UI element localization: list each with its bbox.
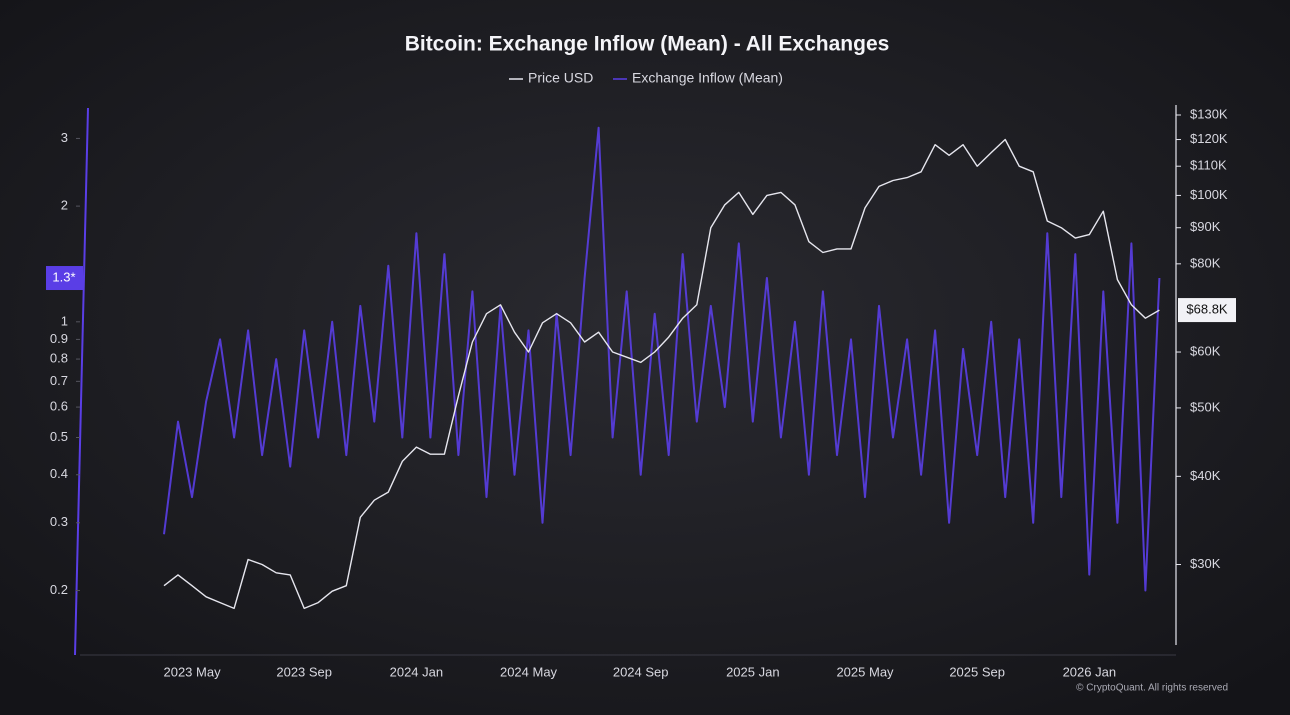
- x-tick-label: 2025 Sep: [949, 664, 1005, 679]
- x-tick-label: 2024 Sep: [613, 664, 669, 679]
- legend-label: Price USD: [528, 70, 593, 86]
- x-tick-label: 2025 Jan: [726, 664, 780, 679]
- current-value-box: [1178, 298, 1236, 323]
- y-axis: [74, 107, 89, 656]
- y-tick-label: 0.7: [50, 373, 68, 388]
- x-tick-label: 2026 Jan: [1063, 664, 1117, 679]
- y2-tick-label: $130K: [1190, 106, 1228, 121]
- legend-label: Exchange Inflow (Mean): [632, 70, 783, 86]
- y2-tick-label: $40K: [1190, 468, 1221, 483]
- current-value-label: $68.8K: [1186, 302, 1228, 317]
- y2-tick-label: $90K: [1190, 219, 1221, 234]
- legend: Price USD Exchange Inflow (Mean): [509, 70, 783, 86]
- y-tick-label: 0.3: [50, 514, 68, 529]
- x-tick-label: 2024 Jan: [390, 664, 444, 679]
- y2-tick-label: $120K: [1190, 131, 1228, 146]
- y-tick-label: 0.4: [50, 466, 68, 481]
- y-tick-label: 0.9: [50, 331, 68, 346]
- y-tick-label: 0.2: [50, 582, 68, 597]
- y2-tick-label: $100K: [1190, 187, 1228, 202]
- y-tick-label: 3: [61, 130, 68, 145]
- y2-tick-label: $50K: [1190, 399, 1221, 414]
- footer: © CryptoQuant. All rights reserved: [1076, 683, 1228, 694]
- y2-tick-label: $60K: [1190, 343, 1221, 358]
- y-tick-label: 1: [61, 313, 68, 328]
- x-tick-label: 2023 May: [163, 664, 221, 679]
- current-value-box: [46, 266, 83, 291]
- y-tick-label: 0.5: [50, 429, 68, 444]
- y2-tick-label: $30K: [1190, 556, 1221, 571]
- series-line: [163, 126, 1161, 592]
- y-tick-label: 2: [61, 198, 68, 213]
- y-tick-label: 0.6: [50, 399, 68, 414]
- y-tick-label: 0.8: [50, 350, 68, 365]
- current-value-label: 1.3*: [52, 269, 75, 284]
- y2-tick-label: $80K: [1190, 255, 1221, 270]
- series-line: [163, 138, 1160, 610]
- chart-title: Bitcoin: Exchange Inflow (Mean) - All Ex…: [405, 33, 890, 56]
- x-tick-label: 2023 Sep: [276, 664, 332, 679]
- y2-tick-label: $110K: [1190, 158, 1227, 173]
- x-tick-label: 2024 May: [500, 664, 558, 679]
- x-tick-label: 2025 May: [836, 664, 894, 679]
